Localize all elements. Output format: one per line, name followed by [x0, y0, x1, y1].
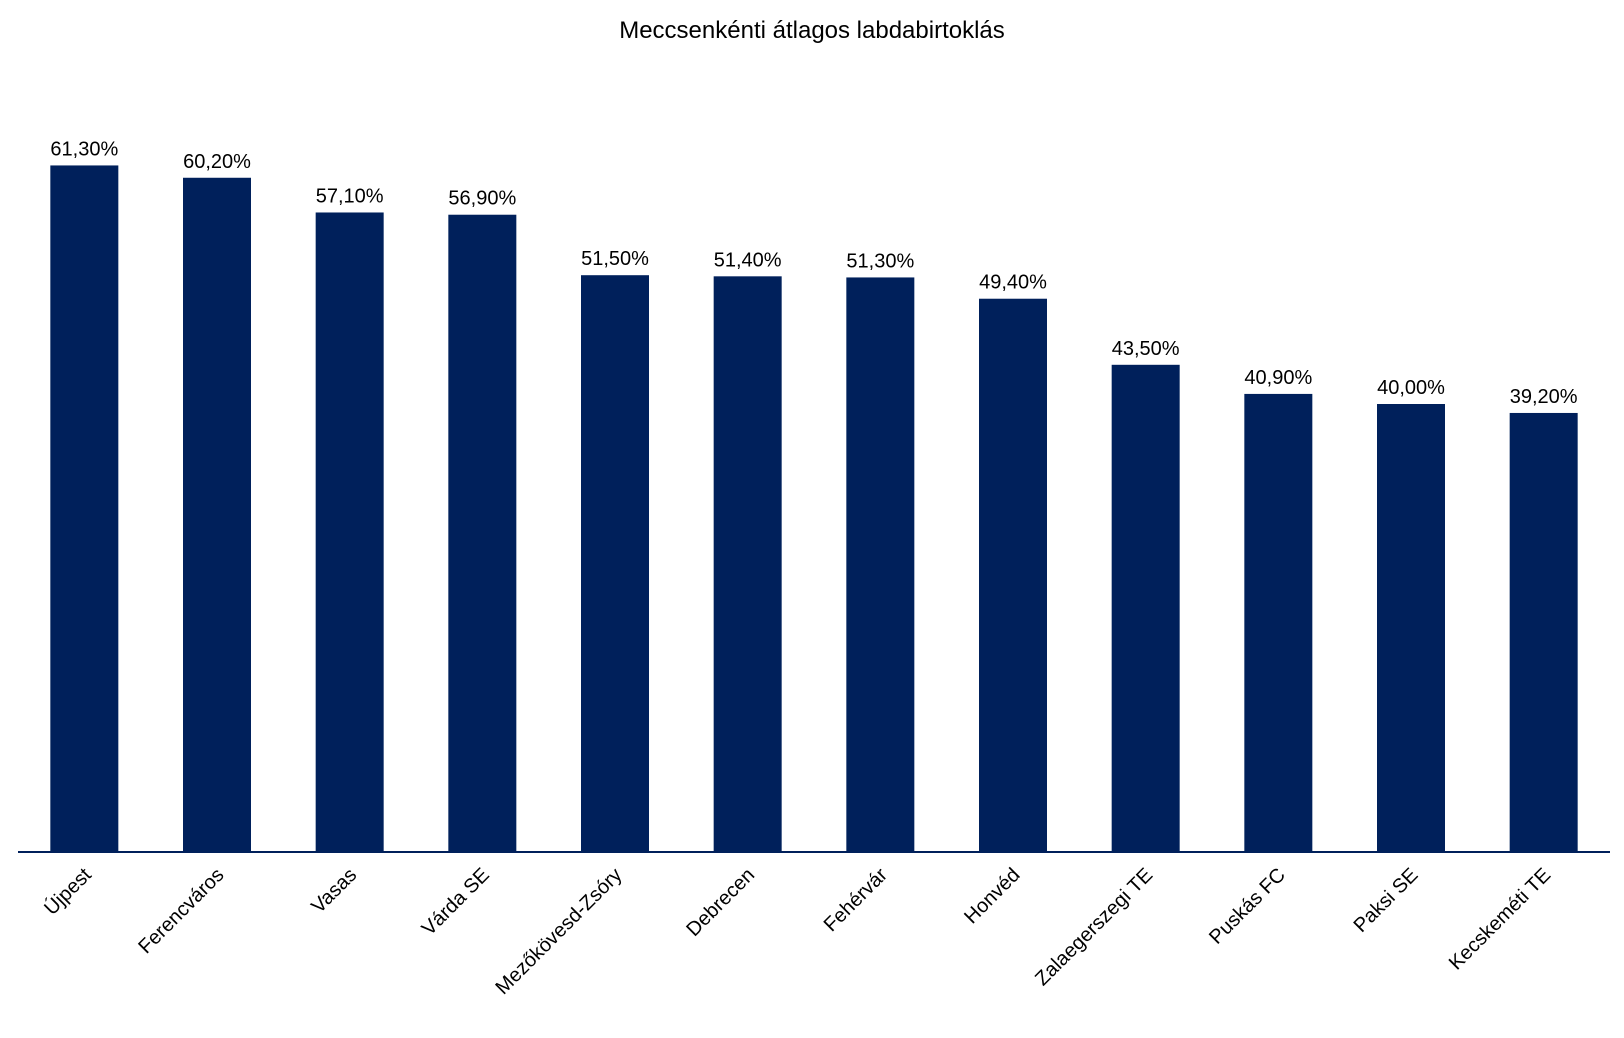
category-label-12: Kecskeméti TE: [1445, 864, 1555, 974]
data-label-1: 61,30%: [50, 138, 118, 160]
category-label-7: Fehérvár: [820, 864, 892, 936]
data-label-3: 57,10%: [316, 185, 384, 207]
data-label-11: 40,00%: [1377, 377, 1445, 399]
category-label-8: Honvéd: [960, 864, 1024, 928]
category-label-10: Puskás FC: [1205, 864, 1290, 949]
bar-8: [979, 298, 1047, 853]
bar-5: [581, 275, 649, 852]
bar-6: [713, 276, 782, 852]
category-label-9: Zalaegerszegi TE: [1031, 864, 1157, 990]
data-label-8: 49,40%: [979, 272, 1047, 294]
data-label-9: 43,50%: [1112, 338, 1180, 360]
data-label-10: 40,90%: [1244, 367, 1312, 389]
data-label-12: 39,20%: [1510, 386, 1578, 408]
category-label-3: Vasas: [307, 864, 361, 918]
bar-9: [1111, 364, 1180, 852]
bar-10: [1244, 393, 1313, 852]
data-label-6: 51,40%: [714, 249, 782, 271]
category-label-1: Újpest: [40, 863, 97, 920]
bar-11: [1377, 404, 1445, 852]
data-label-7: 51,30%: [846, 250, 914, 272]
category-labels-group: Újpest Ferencváros Vasas Várda SEMezőkövesd…: [40, 863, 1556, 999]
bar-1: [50, 165, 119, 852]
bars-group: [50, 165, 1578, 853]
data-label-2: 60,20%: [183, 151, 251, 173]
bar-2: [183, 177, 251, 852]
value-labels-group: 61,30% 60,20% 57,10% 56,90% 51,50% 51,40% 51,3…: [50, 138, 1577, 408]
category-label-5: Mezőkövesd-Zsóry: [492, 864, 627, 999]
chart-title: Meccsenkénti átlagos labdabirtoklás: [619, 17, 1005, 44]
bar-4: [448, 214, 517, 853]
data-label-4: 56,90%: [448, 188, 516, 210]
category-label-6: Debrecen: [682, 864, 759, 941]
category-label-2: Ferencváros: [134, 864, 228, 958]
bar-12: [1509, 412, 1578, 852]
bar-3: [315, 212, 384, 853]
data-label-5: 51,50%: [581, 248, 649, 270]
bar-7: [846, 277, 915, 852]
category-label-4: Várda SE: [418, 864, 494, 940]
category-label-11: Paksi SE: [1350, 864, 1423, 937]
